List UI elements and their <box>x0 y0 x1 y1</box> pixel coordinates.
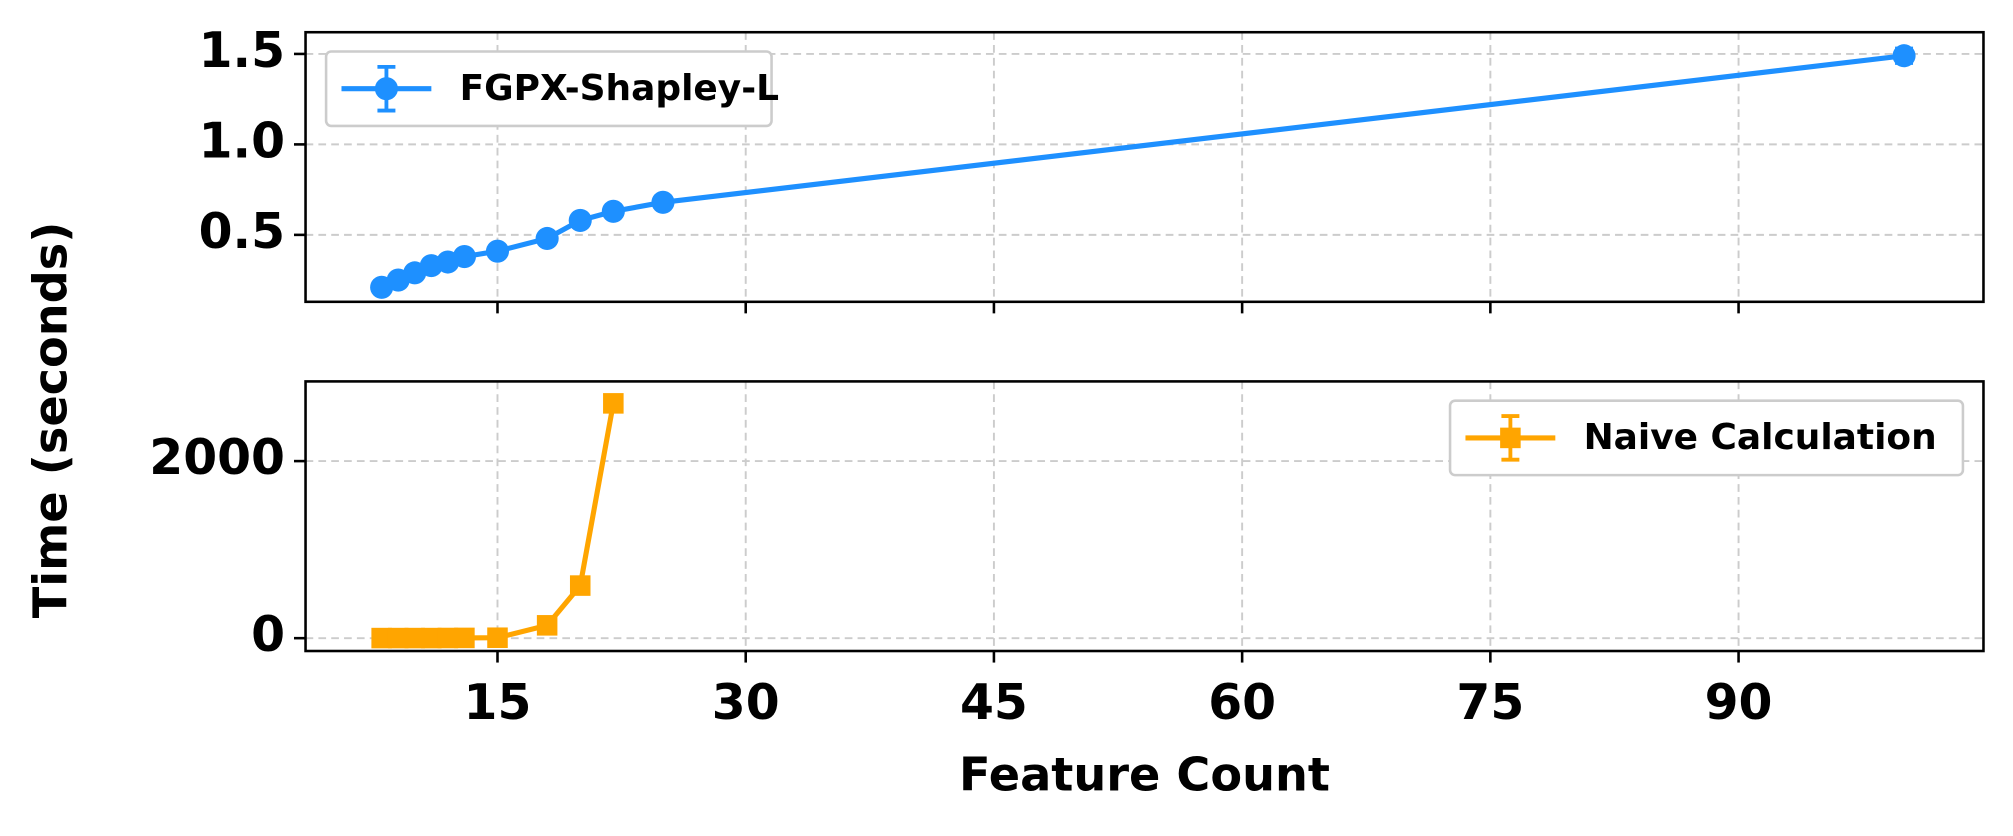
y-axis-label: Time (seconds) <box>23 222 77 619</box>
y-tick-label: 1.0 <box>199 112 285 169</box>
legend-marker <box>1500 427 1521 449</box>
marker <box>454 627 475 649</box>
marker <box>568 208 592 232</box>
marker <box>536 615 558 636</box>
marker <box>1892 44 1916 68</box>
x-tick-label: 15 <box>464 674 532 731</box>
marker <box>371 627 392 649</box>
marker <box>601 199 625 223</box>
marker <box>535 226 559 251</box>
plot-frame <box>304 380 1985 653</box>
y-tick-label: 2000 <box>149 429 285 486</box>
legend-label: Naive Calculation <box>1584 417 1937 458</box>
marker <box>404 627 426 649</box>
marker <box>437 627 459 649</box>
x-tick-label: 60 <box>1208 674 1276 731</box>
x-tick-label: 90 <box>1705 674 1773 731</box>
y-tick-label: 0.5 <box>199 203 285 260</box>
marker <box>487 627 508 648</box>
x-tick-label: 75 <box>1456 674 1524 731</box>
marker <box>452 245 476 269</box>
legend-box <box>1448 399 1965 477</box>
plot-frame <box>304 30 1985 304</box>
x-tick-label: 45 <box>960 674 1028 731</box>
marker <box>569 575 591 596</box>
x-axis-label: Feature Count <box>959 748 1330 802</box>
y-tick-label: 0 <box>251 606 285 663</box>
x-tick-label: 30 <box>712 674 780 731</box>
y-tick-label: 1.5 <box>199 22 285 79</box>
legend-marker <box>374 77 398 101</box>
marker <box>485 239 510 263</box>
marker <box>603 393 624 414</box>
marker <box>421 627 442 649</box>
marker <box>651 190 675 214</box>
legend-box <box>324 50 773 128</box>
legend-label: FGPX-Shapley-L <box>460 68 779 109</box>
marker <box>387 627 409 649</box>
